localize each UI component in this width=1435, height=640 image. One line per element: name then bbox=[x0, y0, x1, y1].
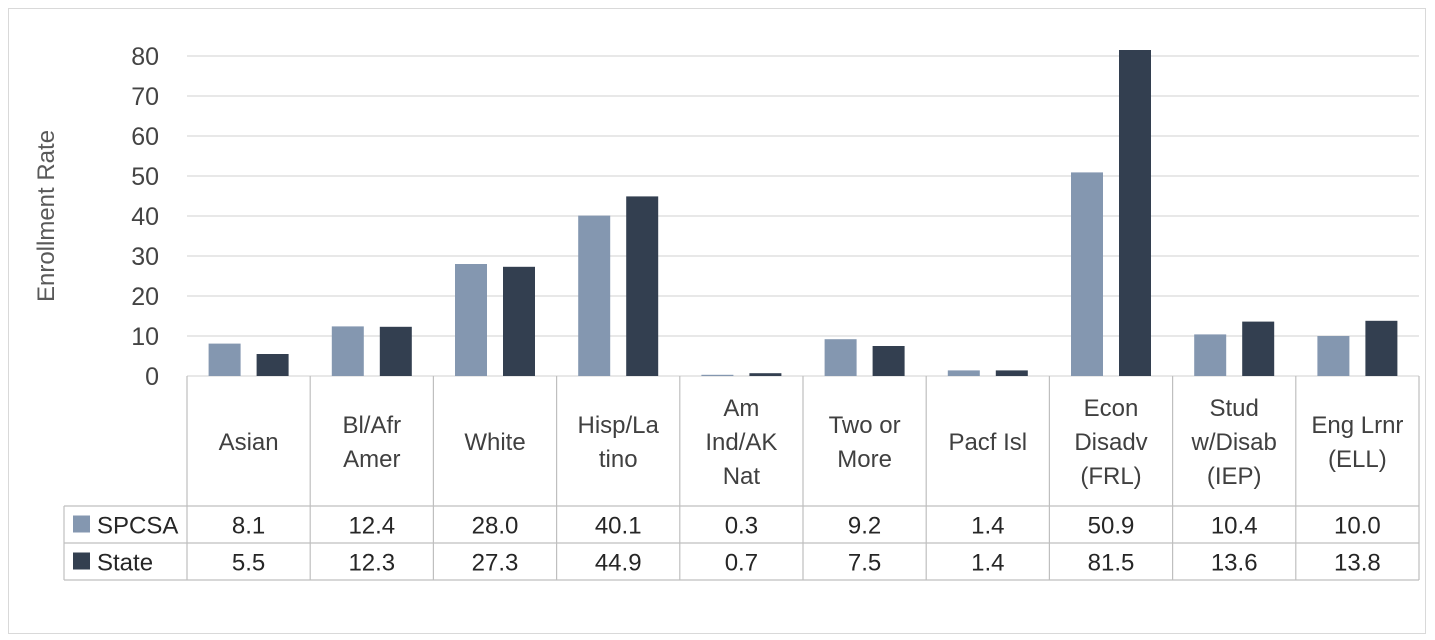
bar-spcsa bbox=[455, 264, 487, 376]
y-tick-label: 50 bbox=[131, 163, 159, 191]
table-cell-value: 1.4 bbox=[971, 513, 1004, 540]
table-cell-value: 10.4 bbox=[1211, 513, 1258, 540]
bar-state bbox=[749, 373, 782, 376]
y-tick-label: 40 bbox=[131, 203, 159, 231]
bar-spcsa bbox=[331, 326, 364, 376]
bar-spcsa bbox=[1071, 172, 1103, 376]
bar-spcsa bbox=[947, 370, 980, 376]
table-cell-value: 9.2 bbox=[848, 513, 881, 540]
bar-state bbox=[872, 346, 905, 376]
category-label: (ELL) bbox=[1328, 446, 1387, 473]
legend-swatch-spcsa bbox=[73, 515, 90, 533]
y-tick-labels: 0 10 20 30 40 50 60 70 80 bbox=[131, 43, 159, 391]
table-cell-value: 1.4 bbox=[971, 550, 1004, 577]
category-label: Ind/AK bbox=[705, 429, 777, 456]
bar-state bbox=[379, 326, 412, 376]
category-label: tino bbox=[599, 446, 638, 473]
category-label: Stud bbox=[1210, 395, 1259, 422]
category-label: (IEP) bbox=[1207, 463, 1262, 490]
category-label: Bl/Afr bbox=[342, 412, 401, 439]
table-cell-value: 12.3 bbox=[348, 550, 395, 577]
y-tick-label: 20 bbox=[131, 283, 159, 311]
category-label: (FRL) bbox=[1080, 463, 1141, 490]
bar-state bbox=[1242, 321, 1275, 376]
bar-spcsa bbox=[1194, 334, 1227, 376]
table-cell-value: 0.3 bbox=[725, 513, 758, 540]
table-cell-value: 8.1 bbox=[232, 513, 265, 540]
bar-state bbox=[503, 266, 535, 376]
bar-spcsa bbox=[824, 339, 857, 376]
bar-spcsa bbox=[208, 343, 241, 376]
table-cell-value: 5.5 bbox=[232, 550, 265, 577]
data-table: Asian Bl/Afr Amer White Hisp/La tino Am Ind/AK N… bbox=[63, 376, 1420, 581]
legend-label-spcsa: SPCSA bbox=[97, 513, 178, 540]
y-tick-label: 80 bbox=[131, 43, 159, 71]
table-cell-value: 13.8 bbox=[1334, 550, 1381, 577]
y-tick-label: 0 bbox=[145, 363, 159, 391]
chart-frame: Enrollment Rate 0 10 20 30 40 50 60 70 80 Asian B… bbox=[8, 8, 1426, 634]
legend-label-state: State bbox=[97, 550, 153, 577]
category-label: Eng Lrnr bbox=[1311, 412, 1403, 439]
bar-state bbox=[1365, 320, 1398, 376]
legend-swatch-state bbox=[73, 552, 90, 570]
category-label: More bbox=[837, 446, 892, 473]
gridlines bbox=[187, 55, 1419, 377]
category-label: w/Disab bbox=[1191, 429, 1277, 456]
y-tick-label: 10 bbox=[131, 323, 159, 351]
y-tick-label: 30 bbox=[131, 243, 159, 271]
bar-spcsa bbox=[701, 374, 734, 376]
category-label: Pacf Isl bbox=[948, 429, 1027, 456]
bar-state bbox=[256, 354, 289, 376]
bar-state bbox=[995, 370, 1028, 376]
table-cell-value: 0.7 bbox=[725, 550, 758, 577]
table-cell-value: 50.9 bbox=[1088, 513, 1135, 540]
category-label: Hisp/La bbox=[578, 412, 660, 439]
category-label: Disadv bbox=[1074, 429, 1147, 456]
table-cell-value: 40.1 bbox=[595, 513, 642, 540]
y-tick-label: 60 bbox=[131, 123, 159, 151]
bars bbox=[208, 50, 1398, 376]
table-cell-value: 81.5 bbox=[1088, 550, 1135, 577]
table-cell-value: 10.0 bbox=[1334, 513, 1381, 540]
category-label: Asian bbox=[219, 429, 279, 456]
enrollment-chart: Enrollment Rate 0 10 20 30 40 50 60 70 80 Asian B… bbox=[33, 43, 1420, 581]
table-cell-value: 28.0 bbox=[472, 513, 519, 540]
table-cell-value: 27.3 bbox=[472, 550, 519, 577]
table-cell-value: 13.6 bbox=[1211, 550, 1258, 577]
category-label: Am bbox=[723, 395, 759, 422]
category-label: Two or bbox=[829, 412, 901, 439]
y-tick-label: 70 bbox=[131, 83, 159, 111]
table-cell-value: 7.5 bbox=[848, 550, 881, 577]
table-cell-value: 44.9 bbox=[595, 550, 642, 577]
category-label: Nat bbox=[723, 463, 761, 490]
category-label: Econ bbox=[1084, 395, 1139, 422]
category-label: White bbox=[464, 429, 525, 456]
bar-spcsa bbox=[1317, 336, 1350, 376]
bar-spcsa bbox=[578, 215, 611, 376]
category-label: Amer bbox=[343, 446, 400, 473]
bar-state bbox=[626, 196, 659, 376]
bar-state bbox=[1119, 50, 1151, 376]
table-cell-value: 12.4 bbox=[348, 513, 395, 540]
y-axis-label: Enrollment Rate bbox=[33, 130, 60, 302]
